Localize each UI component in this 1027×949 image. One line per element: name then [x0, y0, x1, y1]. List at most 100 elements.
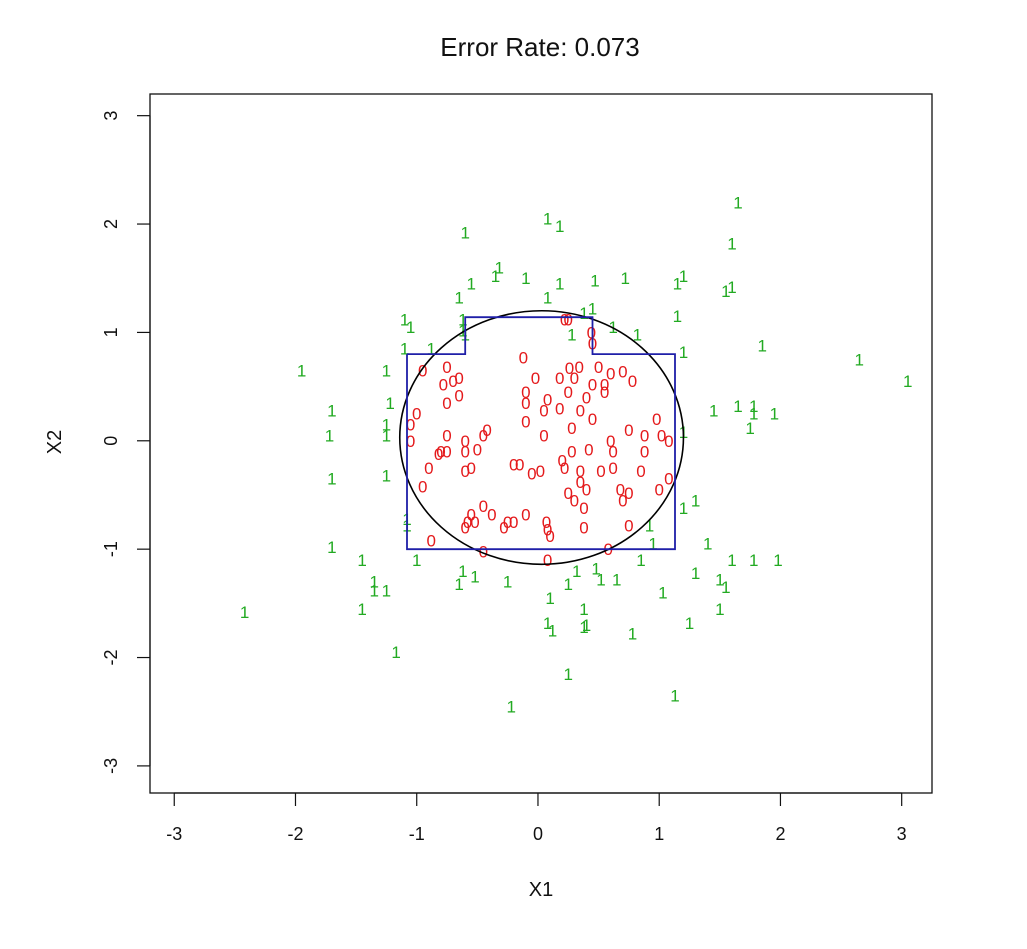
data-point-class-0: 0: [543, 551, 552, 570]
data-point-class-0: 0: [588, 375, 597, 394]
data-point-class-1: 1: [903, 372, 912, 391]
data-point-class-0: 0: [567, 419, 576, 438]
data-point-class-1: 1: [385, 394, 394, 413]
data-point-class-1: 1: [749, 397, 758, 416]
data-point-class-1: 1: [412, 551, 421, 570]
data-point-class-1: 1: [327, 538, 336, 557]
data-point-class-0: 0: [479, 497, 488, 516]
data-point-class-0: 0: [596, 462, 605, 481]
x-tick-label: 0: [533, 824, 543, 844]
data-point-class-0: 0: [636, 462, 645, 481]
data-point-class-1: 1: [357, 551, 366, 570]
data-point-class-1: 1: [391, 643, 400, 662]
data-point-class-1: 1: [467, 275, 476, 294]
data-point-class-1: 1: [382, 416, 391, 435]
data-point-class-0: 0: [600, 375, 609, 394]
data-point-class-0: 0: [652, 410, 661, 429]
data-point-class-0: 0: [442, 426, 451, 445]
data-point-class-0: 0: [473, 440, 482, 459]
data-point-class-1: 1: [564, 575, 573, 594]
data-point-class-1: 1: [749, 551, 758, 570]
data-point-class-1: 1: [543, 614, 552, 633]
data-point-class-1: 1: [427, 340, 436, 359]
data-point-class-0: 0: [482, 421, 491, 440]
data-point-class-0: 0: [406, 416, 415, 435]
data-point-class-0: 0: [624, 421, 633, 440]
data-point-class-1: 1: [691, 491, 700, 510]
data-point-class-0: 0: [531, 369, 540, 388]
y-tick-label: -3: [101, 758, 121, 774]
data-point-class-0: 0: [521, 505, 530, 524]
data-point-class-0: 0: [543, 391, 552, 410]
data-point-class-1: 1: [727, 551, 736, 570]
data-point-class-0: 0: [576, 473, 585, 492]
data-point-class-0: 0: [460, 518, 469, 537]
data-point-class-0: 0: [618, 491, 627, 510]
data-point-class-0: 0: [509, 456, 518, 475]
data-point-class-0: 0: [542, 513, 551, 532]
data-point-class-0: 0: [543, 521, 552, 540]
chart-title: Error Rate: 0.073: [440, 32, 639, 62]
data-point-class-0: 0: [503, 513, 512, 532]
data-point-class-0: 0: [424, 459, 433, 478]
data-point-class-0: 0: [587, 323, 596, 342]
data-point-class-1: 1: [494, 258, 503, 277]
y-axis: -3 -2 -1 0 1 2 3: [101, 111, 151, 774]
data-point-class-1: 1: [745, 419, 754, 438]
data-point-class-1: 1: [582, 616, 591, 635]
data-point-class-0: 0: [479, 426, 488, 445]
data-point-class-1: 1: [507, 697, 516, 716]
data-point-class-1: 1: [503, 573, 512, 592]
data-point-class-1: 1: [758, 336, 767, 355]
data-point-class-0: 0: [600, 383, 609, 402]
data-point-class-0: 0: [567, 443, 576, 462]
data-point-class-1: 1: [721, 578, 730, 597]
data-point-class-1: 1: [709, 401, 718, 420]
data-point-class-1: 1: [572, 562, 581, 581]
data-point-class-0: 0: [460, 432, 469, 451]
data-point-class-0: 0: [606, 432, 615, 451]
data-point-class-1: 1: [357, 600, 366, 619]
data-point-class-1: 1: [645, 516, 654, 535]
data-point-class-0: 0: [606, 365, 615, 384]
data-point-class-1: 1: [470, 567, 479, 586]
data-point-class-0: 0: [616, 481, 625, 500]
y-tick-label: 1: [101, 327, 121, 337]
data-point-class-1: 1: [612, 571, 621, 590]
data-point-class-1: 1: [543, 289, 552, 308]
data-point-class-1: 1: [727, 278, 736, 297]
data-point-class-0: 0: [412, 405, 421, 424]
data-point-class-0: 0: [436, 443, 445, 462]
data-point-class-0: 0: [527, 464, 536, 483]
data-point-class-0: 0: [664, 470, 673, 489]
data-point-class-1: 1: [703, 535, 712, 554]
data-point-class-0: 0: [624, 516, 633, 535]
data-point-class-1: 1: [685, 614, 694, 633]
data-point-class-0: 0: [664, 432, 673, 451]
data-point-class-0: 0: [576, 401, 585, 420]
data-point-class-0: 0: [555, 399, 564, 418]
data-point-class-0: 0: [560, 459, 569, 478]
data-point-class-1: 1: [733, 193, 742, 212]
data-point-class-0: 0: [442, 394, 451, 413]
data-point-class-1: 1: [567, 326, 576, 345]
data-point-class-1: 1: [721, 282, 730, 301]
data-point-class-0: 0: [519, 348, 528, 367]
y-tick-label: 2: [101, 219, 121, 229]
data-point-class-1: 1: [648, 535, 657, 554]
data-point-class-1: 1: [548, 621, 557, 640]
data-point-class-1: 1: [596, 571, 605, 590]
data-point-class-1: 1: [454, 289, 463, 308]
data-point-class-0: 0: [460, 462, 469, 481]
data-point-class-0: 0: [406, 432, 415, 451]
data-point-class-1: 1: [400, 310, 409, 329]
data-point-class-1: 1: [370, 581, 379, 600]
data-point-class-1: 1: [679, 343, 688, 362]
data-point-class-0: 0: [640, 426, 649, 445]
data-point-class-0: 0: [439, 375, 448, 394]
data-point-class-0: 0: [584, 440, 593, 459]
data-point-class-1: 1: [327, 401, 336, 420]
data-point-class-0: 0: [560, 310, 569, 329]
data-point-class-1: 1: [855, 351, 864, 370]
